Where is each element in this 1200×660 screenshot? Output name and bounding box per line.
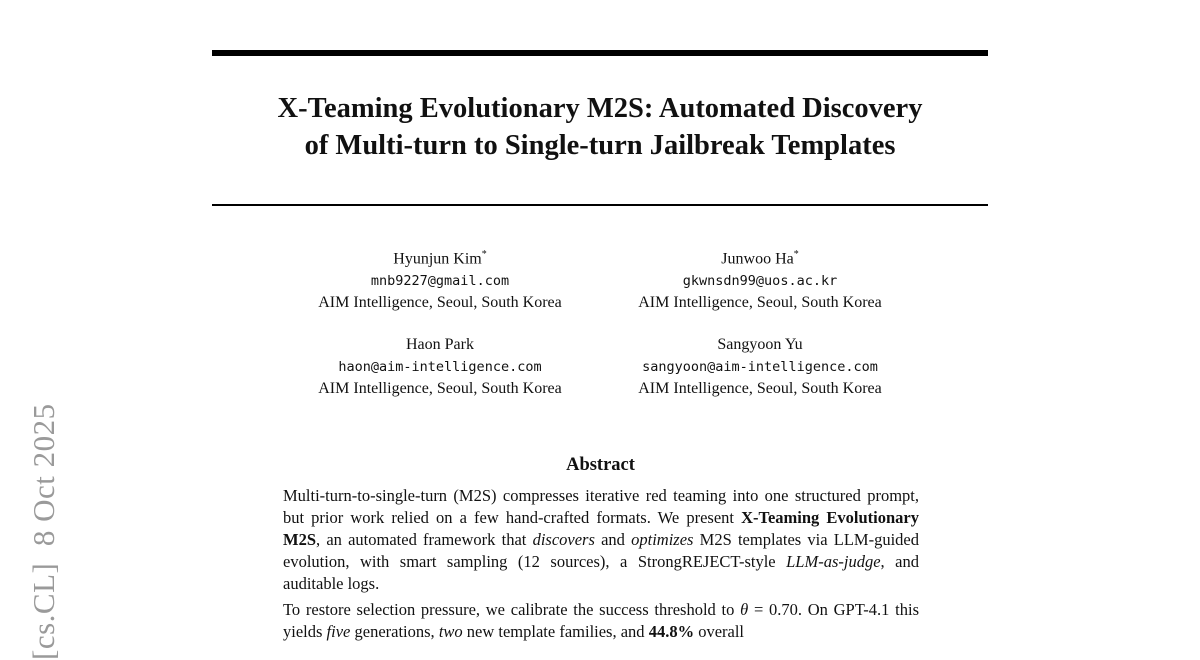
author-email[interactable]: gkwnsdn99@uos.ac.kr <box>682 273 838 290</box>
abstract-paragraph-2: To restore selection pressure, we calibr… <box>283 600 919 641</box>
author-block: Hyunjun Kim* mnb9227@gmail.com AIM Intel… <box>270 244 610 314</box>
author-affiliation: AIM Intelligence, Seoul, South Korea <box>318 294 562 312</box>
title-line-2: of Multi-turn to Single-turn Jailbreak T… <box>304 130 896 161</box>
abstract-paragraph-1: Multi-turn-to-single-turn (M2S) compress… <box>283 486 920 593</box>
author-name: Junwoo Ha* <box>721 249 799 268</box>
author-affiliation: AIM Intelligence, Seoul, South Korea <box>638 380 882 397</box>
author-email[interactable]: mnb9227@gmail.com <box>370 273 510 290</box>
author-email[interactable]: sangyoon@aim-intelligence.com <box>642 359 878 375</box>
top-rule <box>212 50 988 56</box>
abstract-heading: Abstract <box>566 455 635 475</box>
author-name: Haon Park <box>406 336 474 353</box>
title-line-1: X-Teaming Evolutionary M2S: Automated Di… <box>277 93 923 124</box>
author-email[interactable]: haon@aim-intelligence.com <box>338 359 542 375</box>
author-block: Haon Park haon@aim-intelligence.com AIM … <box>270 334 610 400</box>
abstract-body: Multi-turn-to-single-turn (M2S) compress… <box>283 485 919 647</box>
author-block: Sangyoon Yu sangyoon@aim-intelligence.co… <box>590 334 930 400</box>
author-affiliation: AIM Intelligence, Seoul, South Korea <box>318 380 562 397</box>
title-bottom-rule <box>212 204 988 206</box>
author-block: Junwoo Ha* gkwnsdn99@uos.ac.kr AIM Intel… <box>590 244 930 314</box>
author-affiliation: AIM Intelligence, Seoul, South Korea <box>638 294 882 312</box>
arxiv-side-stamp: [cs.CL] 8 Oct 2025 <box>26 403 61 660</box>
author-name: Hyunjun Kim* <box>393 249 487 268</box>
author-name: Sangyoon Yu <box>717 336 803 353</box>
paper-title: X-Teaming Evolutionary M2S: Automated Di… <box>200 90 1000 164</box>
